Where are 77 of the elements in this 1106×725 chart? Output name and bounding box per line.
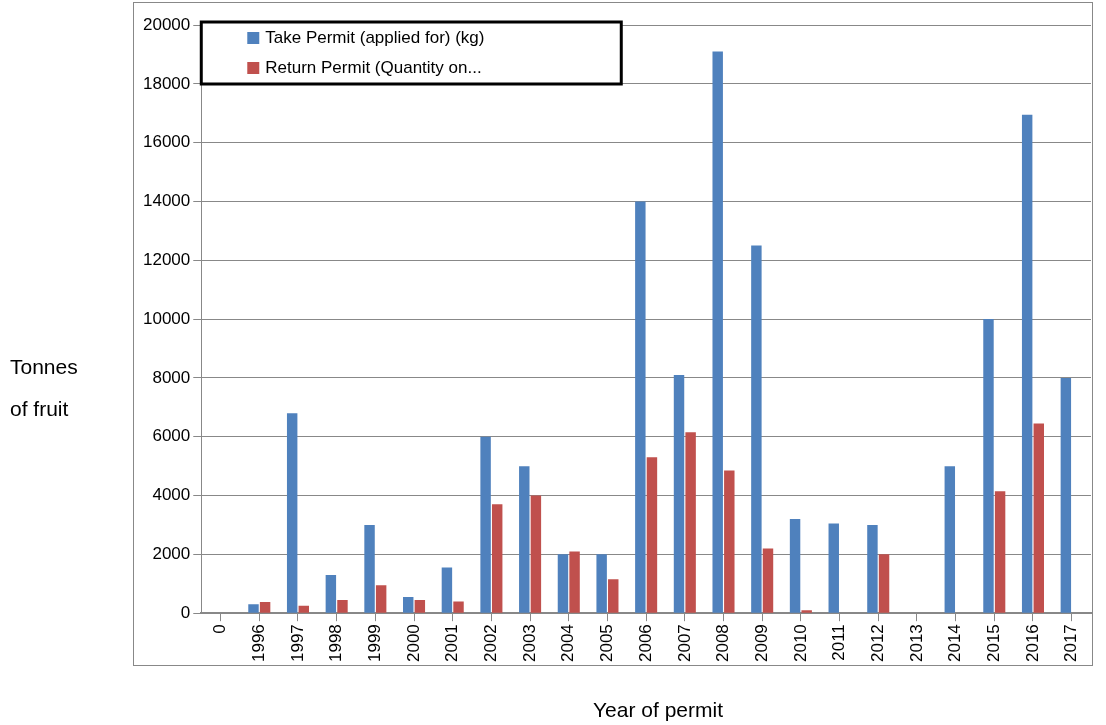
x-tick-label: 2008 <box>713 624 733 663</box>
bar <box>944 466 956 613</box>
y-tick-label: 14000 <box>142 191 191 211</box>
bar <box>646 457 658 613</box>
bar <box>596 554 607 613</box>
x-tick-label: 2014 <box>945 624 965 663</box>
bar <box>325 574 337 613</box>
bar <box>530 495 542 613</box>
x-tick-label: 2002 <box>481 624 501 663</box>
x-tick-label: 1996 <box>248 624 268 663</box>
bar <box>569 551 580 613</box>
x-tick-label: 2004 <box>558 624 578 663</box>
x-tick-label: 2017 <box>1061 624 1081 663</box>
bar <box>867 524 878 613</box>
bar <box>724 470 735 613</box>
bar <box>789 519 801 613</box>
x-tick-label: 1998 <box>326 624 346 663</box>
bar <box>608 579 619 613</box>
bar <box>685 432 696 613</box>
y-tick-label: 18000 <box>142 73 191 93</box>
bar <box>983 319 994 613</box>
x-tick-label: 2011 <box>829 624 849 661</box>
x-tick-label: 2010 <box>790 624 810 663</box>
x-tick-label: 2009 <box>751 624 771 663</box>
x-tick-label: 2007 <box>674 624 694 663</box>
x-tick-label: 0 <box>210 624 230 634</box>
bar <box>1021 114 1033 613</box>
bar <box>1060 377 1072 613</box>
x-tick-label: 2001 <box>442 624 462 663</box>
y-tick-label: 8000 <box>152 367 191 387</box>
bar <box>248 604 259 613</box>
bar <box>519 466 530 613</box>
x-tick-label: 2005 <box>597 624 617 663</box>
bar <box>403 597 414 613</box>
bar <box>375 585 387 613</box>
bar <box>712 51 723 613</box>
legend-label: Return Permit (Quantity on... <box>265 57 482 77</box>
bar <box>801 610 812 613</box>
bar <box>635 201 646 613</box>
x-tick-label: 2012 <box>867 624 887 663</box>
y-axis-title: Tonnes of fruit <box>10 354 78 420</box>
bar <box>414 599 426 613</box>
bar <box>480 436 491 613</box>
bar <box>828 523 839 613</box>
bar <box>673 374 685 613</box>
x-tick-label: 2003 <box>519 624 539 663</box>
bar <box>337 599 348 613</box>
y-tick-label: 20000 <box>142 14 191 34</box>
x-tick-label: 2013 <box>906 624 926 663</box>
legend-label: Take Permit (applied for) (kg) <box>265 27 485 47</box>
x-tick-label: 2006 <box>635 624 655 663</box>
bar <box>441 567 453 613</box>
x-axis-title: Year of permit <box>593 697 724 721</box>
y-tick-label: 16000 <box>142 132 191 152</box>
bar <box>259 602 271 613</box>
y-tick-label: 2000 <box>152 544 191 564</box>
bar <box>1033 423 1044 613</box>
bar <box>286 413 298 613</box>
y-tick-label: 0 <box>180 602 191 622</box>
bar <box>878 554 890 613</box>
y-tick-label: 4000 <box>152 485 191 505</box>
x-tick-label: 1999 <box>365 624 385 663</box>
bar <box>557 554 569 613</box>
bar <box>453 601 464 613</box>
bar <box>298 605 310 613</box>
bar <box>994 491 1006 613</box>
y-tick-label: 12000 <box>142 249 191 269</box>
bar <box>364 524 375 613</box>
y-tick-label: 10000 <box>142 308 191 328</box>
bar <box>762 548 774 613</box>
x-tick-label: 1997 <box>287 624 307 663</box>
bar <box>491 504 503 613</box>
x-tick-label: 2015 <box>983 624 1003 663</box>
bar <box>751 245 762 613</box>
x-tick-label: 2016 <box>1022 624 1042 663</box>
y-tick-label: 6000 <box>152 426 191 446</box>
x-tick-label: 2000 <box>403 624 423 663</box>
